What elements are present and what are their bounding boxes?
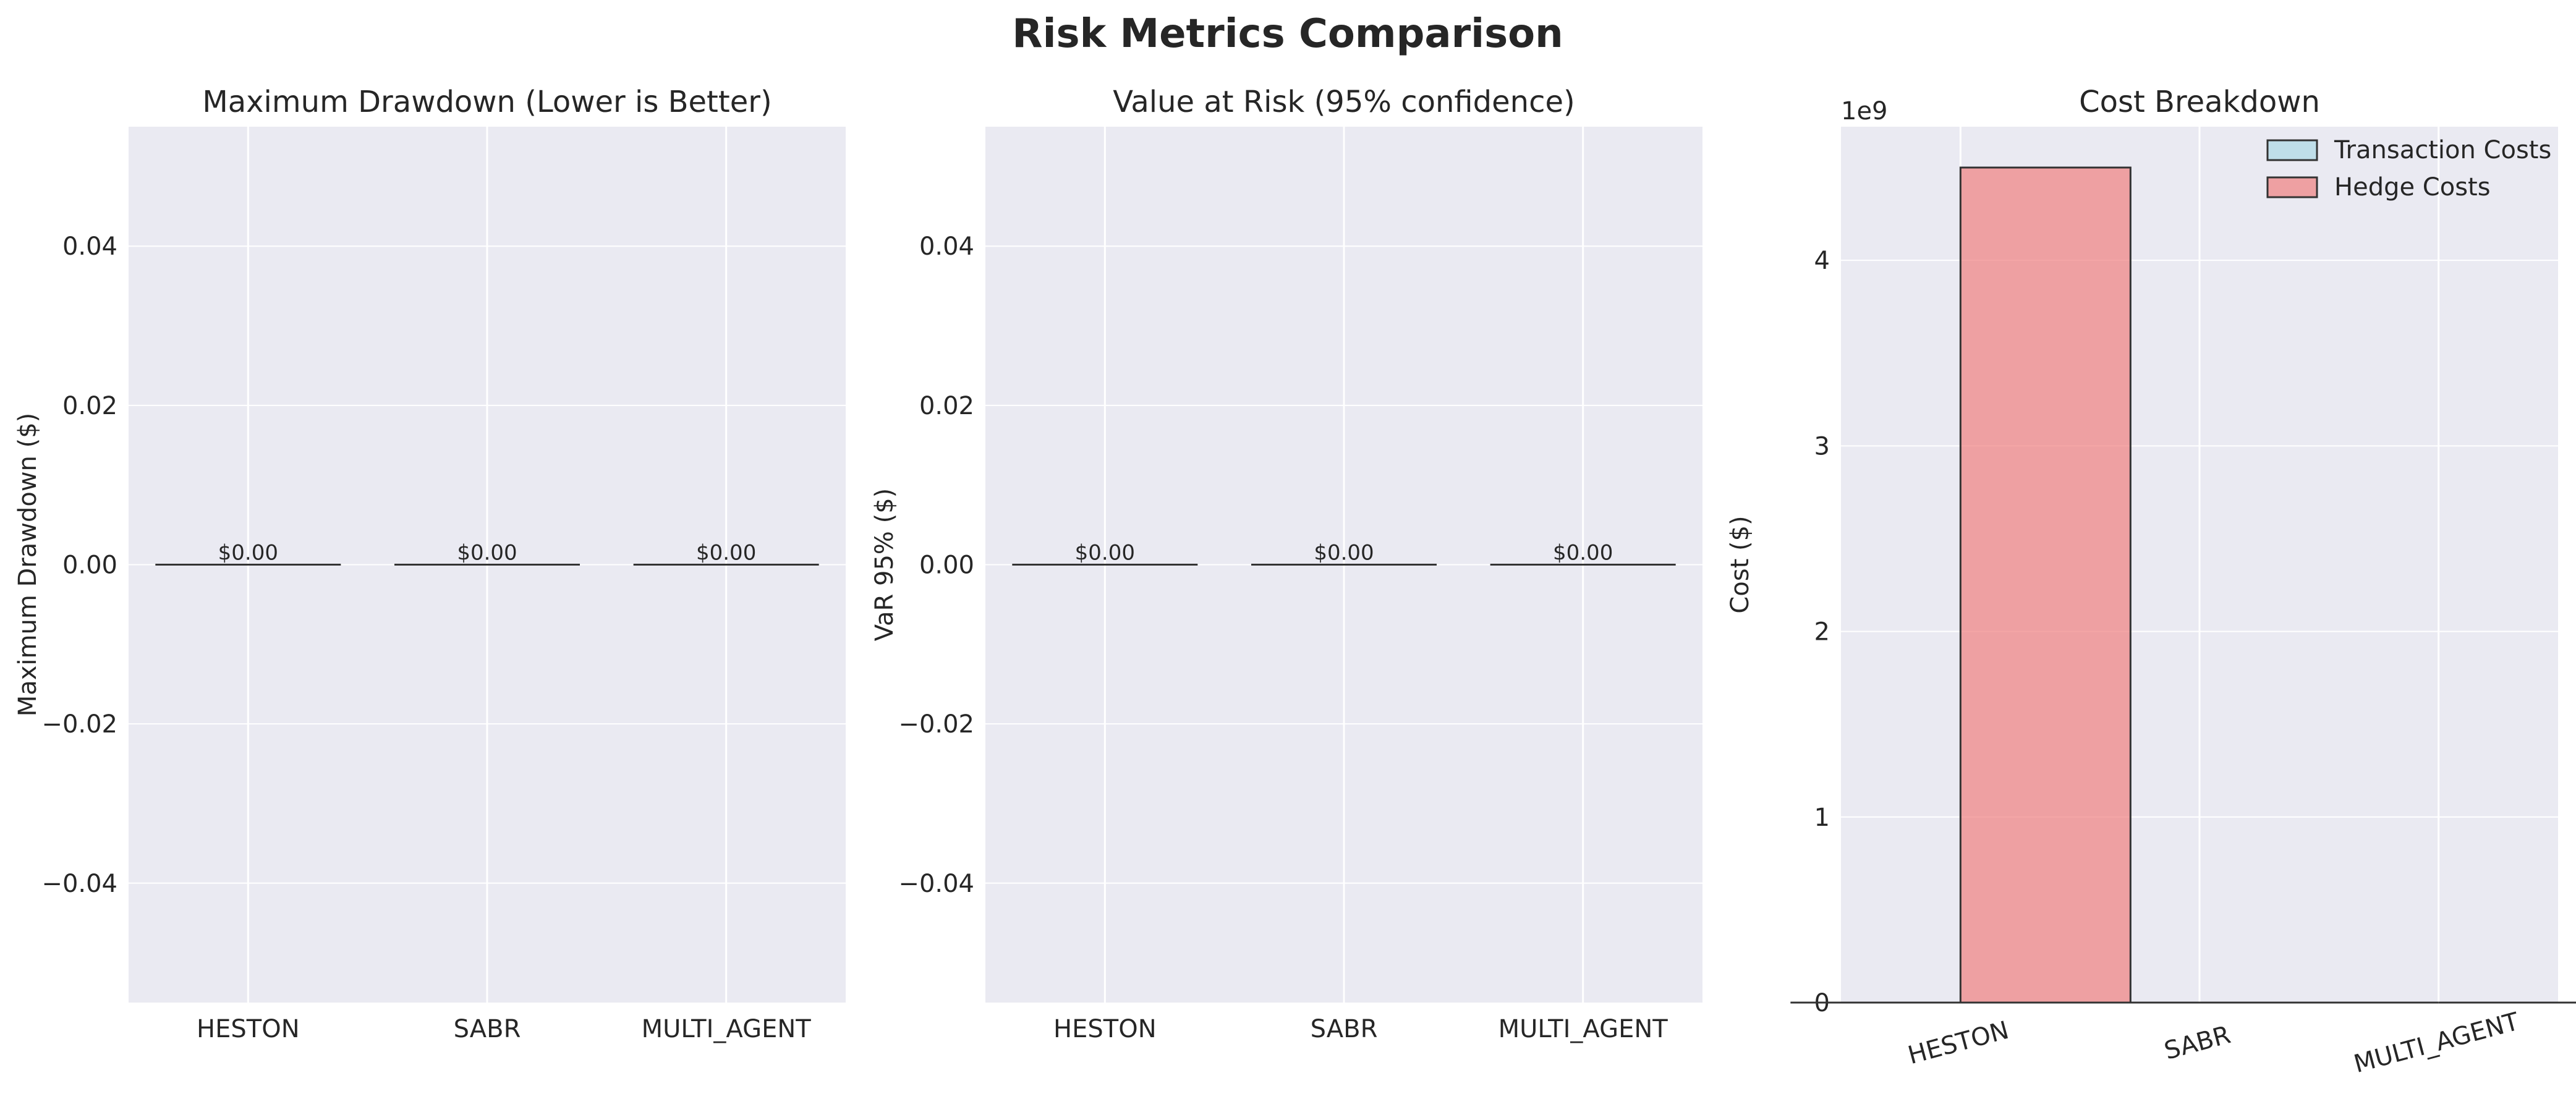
bar-hedge-costs xyxy=(1959,166,2132,1004)
chart-title: Maximum Drawdown (Lower is Better) xyxy=(202,85,772,119)
y-tick-label: 3 xyxy=(1814,432,1830,460)
figure-title: Risk Metrics Comparison xyxy=(1012,11,1563,57)
chart-title: Cost Breakdown xyxy=(2079,85,2320,119)
bar-value-label: $0.00 xyxy=(1314,541,1374,566)
y-tick-label: 0.04 xyxy=(62,232,117,261)
legend-swatch xyxy=(2266,139,2318,161)
drawdown-chart: Maximum Drawdown (Lower is Better) Maximu… xyxy=(14,85,846,1043)
x-tick-label: MULTI_AGENT xyxy=(2351,1008,2522,1079)
legend-swatch xyxy=(2266,176,2318,198)
bar-value-label: $0.00 xyxy=(1553,541,1613,566)
y-offset-label: 1e9 xyxy=(1841,97,1888,125)
y-axis-label: Cost ($) xyxy=(1726,516,1754,613)
bar-value-label: $0.00 xyxy=(1075,541,1135,566)
y-tick-label: 0.04 xyxy=(919,232,974,261)
bar-value-label: $0.00 xyxy=(696,541,756,566)
y-tick-label: 4 xyxy=(1814,247,1830,275)
y-tick-label: −0.04 xyxy=(898,870,974,898)
x-tick-label: MULTI_AGENT xyxy=(1498,1015,1668,1043)
chart-title: Value at Risk (95% confidence) xyxy=(1113,85,1575,119)
legend-label: Hedge Costs xyxy=(2334,173,2491,202)
y-tick-label: −0.04 xyxy=(41,870,117,898)
legend-label: Transaction Costs xyxy=(2334,136,2551,164)
x-tick-label: SABR xyxy=(1311,1015,1378,1043)
legend: Transaction Costs Hedge Costs xyxy=(2266,136,2551,202)
x-tick-label: SABR xyxy=(2161,1020,2234,1066)
y-axis-label: Maximum Drawdown ($) xyxy=(14,413,42,717)
x-tick-label: SABR xyxy=(454,1015,521,1043)
x-tick-label: MULTI_AGENT xyxy=(642,1015,812,1043)
y-tick-label: 1 xyxy=(1814,804,1830,832)
y-tick-label: 2 xyxy=(1814,618,1830,647)
y-tick-label: 0.02 xyxy=(62,392,117,420)
x-tick-label: HESTON xyxy=(1905,1016,2012,1071)
bar-value-label: $0.00 xyxy=(457,541,517,566)
y-tick-label: 0.00 xyxy=(62,551,117,580)
y-tick-label: −0.02 xyxy=(898,710,974,739)
x-tick-label: HESTON xyxy=(197,1015,300,1043)
y-tick-label: 0.00 xyxy=(919,551,974,580)
var-chart: Value at Risk (95% confidence) VaR 95% ($… xyxy=(870,85,1702,1043)
x-tick-label: HESTON xyxy=(1053,1015,1157,1043)
y-tick-label: −0.02 xyxy=(41,710,117,739)
bar-value-label: $0.00 xyxy=(218,541,278,566)
y-axis-label: VaR 95% ($) xyxy=(870,488,899,642)
y-tick-label: 0.02 xyxy=(919,392,974,420)
